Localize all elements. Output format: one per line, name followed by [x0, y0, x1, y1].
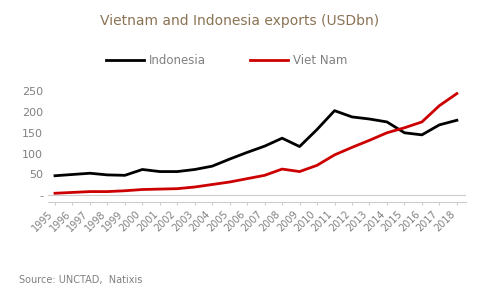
Indonesia: [332, 109, 337, 112]
Viet Nam: [105, 190, 110, 193]
Indonesia: [244, 151, 250, 154]
Indonesia: [436, 123, 442, 127]
Viet Nam: [192, 185, 198, 189]
Indonesia: [192, 168, 198, 171]
Viet Nam: [402, 126, 408, 130]
Viet Nam: [419, 120, 425, 124]
Viet Nam: [87, 190, 93, 193]
Indonesia: [419, 133, 425, 137]
Line: Indonesia: Indonesia: [55, 111, 457, 176]
Viet Nam: [314, 164, 320, 167]
Viet Nam: [122, 189, 128, 192]
Viet Nam: [367, 139, 372, 142]
Line: Viet Nam: Viet Nam: [55, 94, 457, 193]
Indonesia: [402, 131, 408, 134]
Viet Nam: [52, 192, 58, 195]
Text: Viet Nam: Viet Nam: [293, 54, 347, 67]
Viet Nam: [262, 174, 267, 177]
Indonesia: [297, 145, 302, 148]
Indonesia: [209, 164, 215, 168]
Indonesia: [349, 115, 355, 119]
Viet Nam: [279, 167, 285, 171]
Viet Nam: [436, 104, 442, 107]
Indonesia: [174, 170, 180, 173]
Indonesia: [140, 168, 145, 171]
Viet Nam: [454, 92, 460, 95]
Text: Source: UNCTAD,  Natixis: Source: UNCTAD, Natixis: [19, 275, 143, 285]
Indonesia: [314, 128, 320, 131]
Viet Nam: [140, 188, 145, 191]
Viet Nam: [157, 187, 163, 191]
Indonesia: [70, 173, 75, 176]
Viet Nam: [174, 187, 180, 190]
Viet Nam: [244, 177, 250, 180]
Viet Nam: [70, 191, 75, 194]
Text: Indonesia: Indonesia: [149, 54, 206, 67]
Viet Nam: [384, 131, 390, 134]
Indonesia: [384, 120, 390, 124]
Indonesia: [454, 119, 460, 122]
Indonesia: [157, 170, 163, 173]
Indonesia: [105, 173, 110, 177]
Viet Nam: [332, 153, 337, 157]
Indonesia: [367, 117, 372, 121]
Viet Nam: [209, 183, 215, 186]
Viet Nam: [227, 180, 233, 184]
Indonesia: [262, 144, 267, 148]
Indonesia: [227, 157, 233, 161]
Viet Nam: [297, 170, 302, 173]
Viet Nam: [349, 146, 355, 149]
Indonesia: [52, 174, 58, 177]
Text: Vietnam and Indonesia exports (USDbn): Vietnam and Indonesia exports (USDbn): [100, 14, 380, 29]
Indonesia: [122, 174, 128, 177]
Indonesia: [87, 172, 93, 175]
Indonesia: [279, 137, 285, 140]
